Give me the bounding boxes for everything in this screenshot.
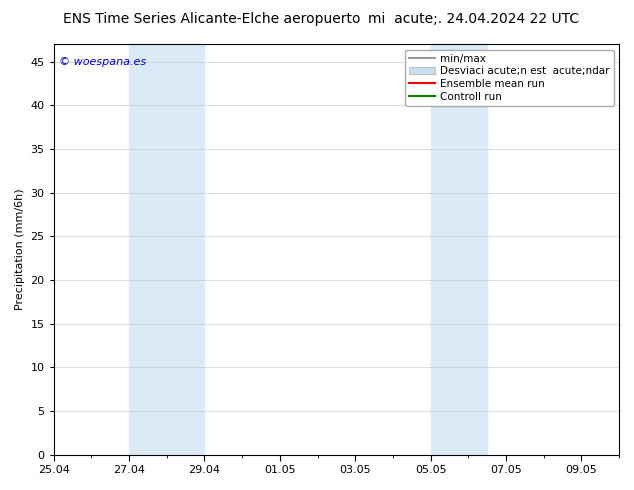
Text: mi  acute;. 24.04.2024 22 UTC: mi acute;. 24.04.2024 22 UTC xyxy=(368,12,579,26)
Bar xyxy=(129,45,204,455)
Legend: min/max, Desviaci acute;n est  acute;ndar, Ensemble mean run, Controll run: min/max, Desviaci acute;n est acute;ndar… xyxy=(404,49,614,106)
Text: ENS Time Series Alicante-Elche aeropuerto: ENS Time Series Alicante-Elche aeropuert… xyxy=(63,12,361,26)
Y-axis label: Precipitation (mm/6h): Precipitation (mm/6h) xyxy=(15,189,25,310)
Bar xyxy=(430,45,487,455)
Text: © woespana.es: © woespana.es xyxy=(60,57,146,67)
